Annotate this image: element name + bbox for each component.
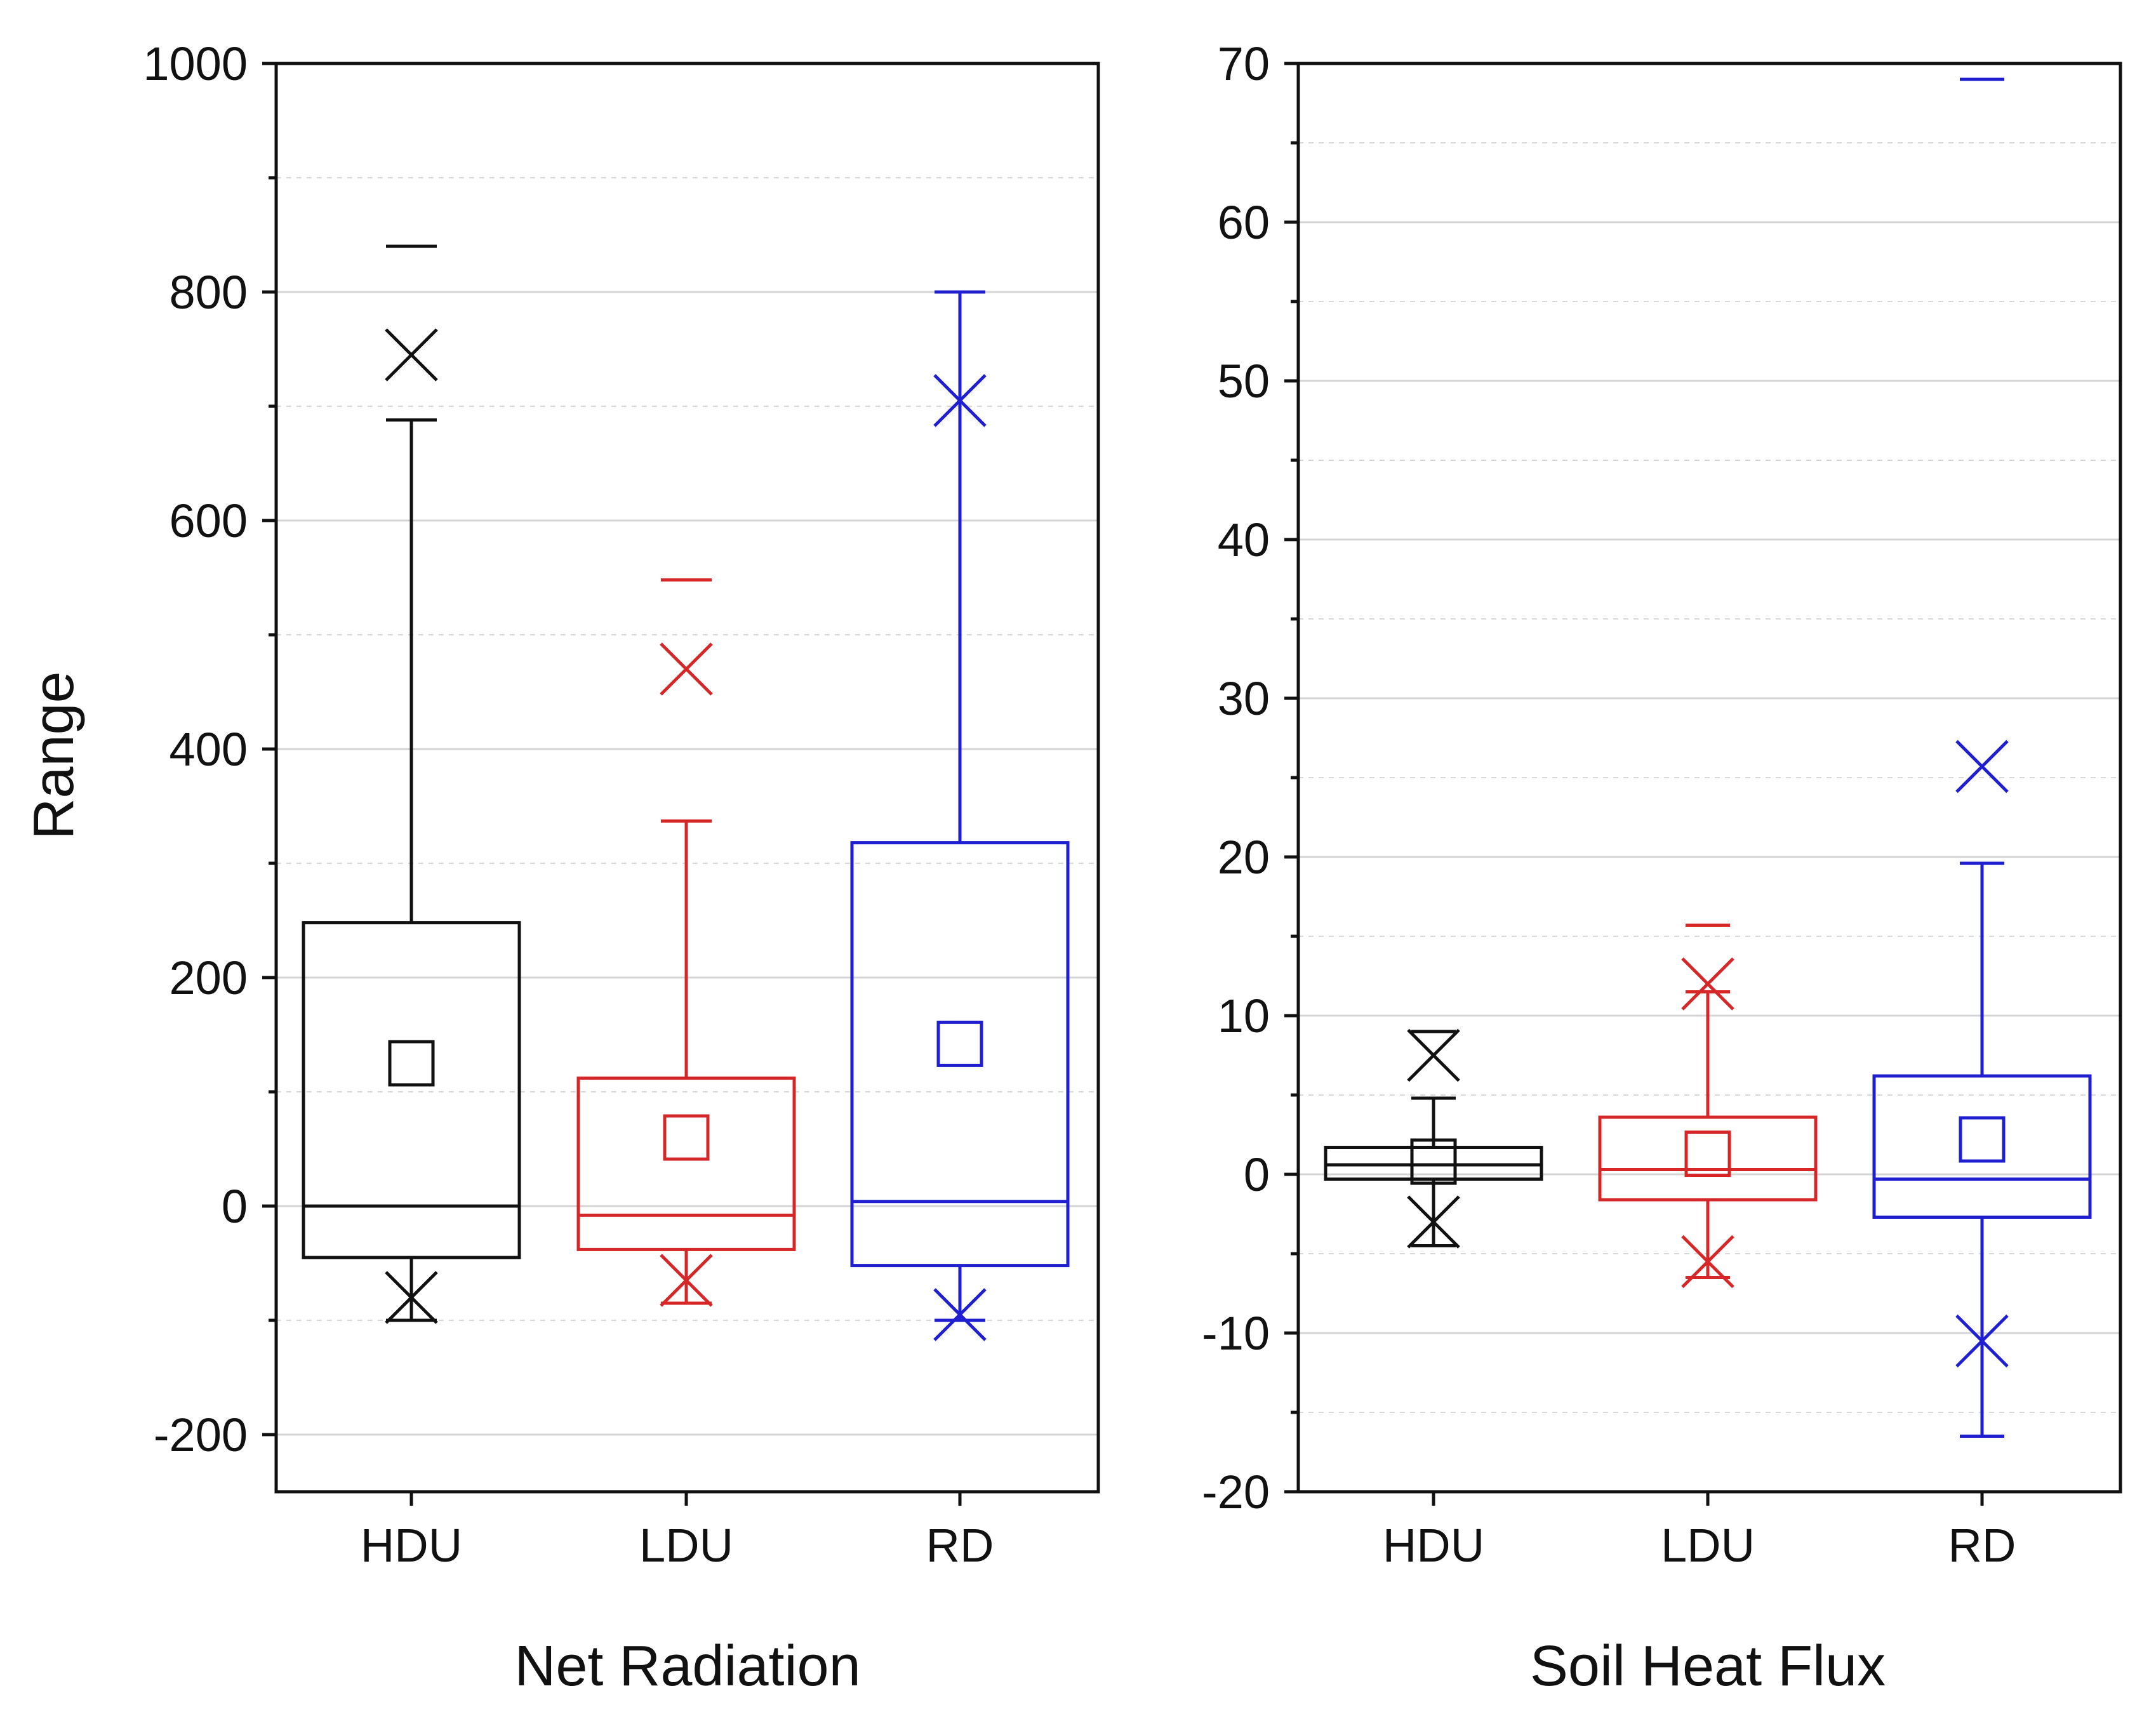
net-radiation-y-tick-label: 400 [170, 723, 248, 776]
soil-heat-flux-ticks [1284, 62, 1984, 1506]
soil-heat-flux-percentile-x-lower-rd [1955, 1314, 2009, 1368]
net-radiation-iqr-box-rd [850, 841, 1070, 1268]
net-radiation-mean-marker-hdu [388, 1040, 435, 1087]
net-radiation-percentile-x-upper-ldu [660, 642, 713, 696]
soil-heat-flux-iqr-box-ldu [1598, 1115, 1818, 1202]
net-radiation-iqr-box-ldu [576, 1076, 796, 1251]
net-radiation-percentile-x-lower-ldu [660, 1254, 713, 1307]
net-radiation-y-tick-label: 800 [170, 266, 248, 319]
net-radiation-percentile-x-lower-hdu [385, 1271, 438, 1324]
soil-heat-flux-iqr-box-rd [1872, 1074, 2092, 1219]
soil-heat-flux-percentile-x-lower-ldu [1681, 1235, 1734, 1289]
net-radiation-x-tick-label-rd: RD [926, 1519, 994, 1572]
net-radiation-box-ldu [576, 578, 796, 1307]
net-radiation-mean-marker-ldu [663, 1114, 710, 1161]
net-radiation-percentile-x-lower-rd [933, 1288, 987, 1341]
soil-heat-flux-y-tick-label: 60 [1218, 196, 1270, 249]
net-radiation-percentile-x-upper-rd [933, 374, 987, 427]
net-radiation-box-hdu [302, 244, 521, 1324]
soil-heat-flux-y-tick-label: -20 [1202, 1466, 1270, 1518]
net-radiation-y-tick-label: 1000 [143, 37, 248, 90]
soil-heat-flux-box-hdu [1324, 1028, 1543, 1249]
net-radiation-iqr-box-hdu [302, 921, 521, 1259]
soil-heat-flux-y-tick-label: 10 [1218, 990, 1270, 1042]
soil-heat-flux-percentile-x-upper-rd [1955, 740, 2009, 793]
soil-heat-flux-x-tick-label-hdu: HDU [1383, 1519, 1484, 1572]
net-radiation-plot-area [302, 244, 1070, 1341]
soil-heat-flux-mean-marker-hdu [1410, 1138, 1457, 1185]
soil-heat-flux-y-tick-label: -10 [1202, 1307, 1270, 1360]
net-radiation-x-tick-label-hdu: HDU [361, 1519, 462, 1572]
soil-heat-flux-y-tick-label: 30 [1218, 672, 1270, 725]
soil-heat-flux-plot-area [1324, 77, 2092, 1438]
net-radiation-x-tick-label-ldu: LDU [639, 1519, 733, 1572]
soil-heat-flux-y-tick-label: 70 [1218, 37, 1270, 90]
soil-heat-flux-percentile-x-lower-hdu [1407, 1195, 1460, 1249]
soil-heat-flux-y-tick-label: 50 [1218, 355, 1270, 408]
net-radiation-x-axis-title: Net Radiation [514, 1635, 860, 1698]
net-radiation-y-tick-label: 0 [222, 1180, 248, 1233]
net-radiation-grid [276, 62, 1098, 1436]
soil-heat-flux-y-tick-label: 0 [1244, 1148, 1270, 1201]
soil-heat-flux-box-ldu [1598, 924, 1818, 1289]
net-radiation-mean-marker-rd [936, 1020, 983, 1067]
soil-heat-flux-x-axis-title: Soil Heat Flux [1530, 1635, 1886, 1698]
soil-heat-flux-percentile-x-upper-ldu [1681, 957, 1734, 1011]
soil-heat-flux-x-tick-label-rd: RD [1948, 1519, 2016, 1572]
net-radiation-y-tick-label: -200 [154, 1409, 248, 1461]
soil-heat-flux-percentile-x-upper-hdu [1407, 1028, 1460, 1082]
net-radiation-y-tick-label: 600 [170, 494, 248, 547]
net-radiation-y-tick-labels: -200 0 200 400 600 800 1000 [143, 37, 248, 1461]
net-radiation-ticks [262, 62, 962, 1506]
net-radiation-panel: -200 0 200 400 600 800 1000 HDU LDU RD Net Radia… [22, 37, 1100, 1698]
net-radiation-y-tick-label: 200 [170, 952, 248, 1004]
soil-heat-flux-x-tick-label-ldu: LDU [1661, 1519, 1755, 1572]
soil-heat-flux-x-tick-labels: HDU LDU RD [1383, 1519, 2016, 1572]
soil-heat-flux-y-tick-label: 40 [1218, 514, 1270, 566]
soil-heat-flux-y-tick-label: 20 [1218, 831, 1270, 884]
soil-heat-flux-y-tick-labels: -20 -10 0 10 20 30 40 50 60 70 [1202, 37, 1270, 1518]
soil-heat-flux-panel: -20 -10 0 10 20 30 40 50 60 70 HDU LDU RD Soil Heat… [1202, 37, 2122, 1698]
net-radiation-x-tick-labels: HDU LDU RD [361, 1519, 994, 1572]
net-radiation-y-axis-title: Range [22, 671, 86, 839]
net-radiation-percentile-x-upper-hdu [385, 328, 438, 382]
net-radiation-box-rd [850, 290, 1070, 1341]
soil-heat-flux-box-rd [1872, 77, 2092, 1438]
soil-heat-flux-mean-marker-rd [1959, 1116, 2006, 1163]
soil-heat-flux-mean-marker-ldu [1684, 1131, 1731, 1177]
